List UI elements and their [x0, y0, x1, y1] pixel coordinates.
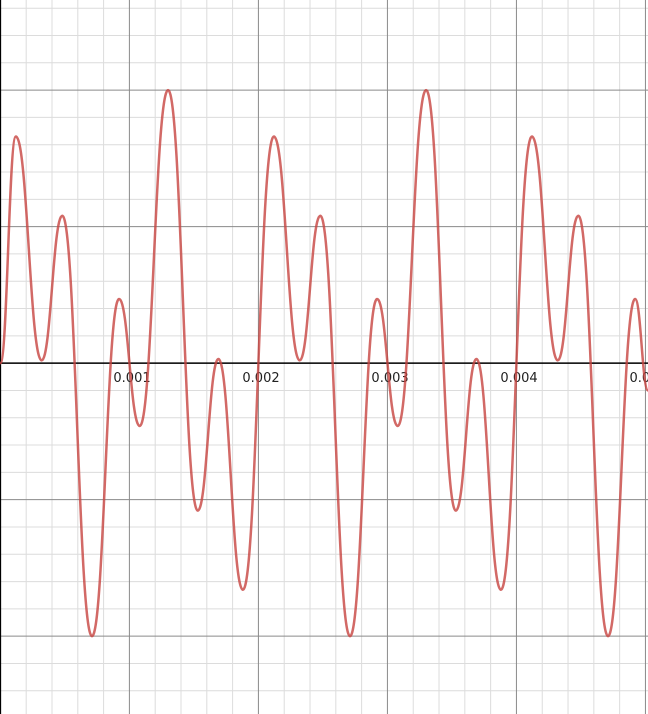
series-curve [0, 88, 648, 638]
x-tick-label: 0.004 [500, 371, 537, 386]
x-tick-label: 0.002 [242, 371, 279, 386]
